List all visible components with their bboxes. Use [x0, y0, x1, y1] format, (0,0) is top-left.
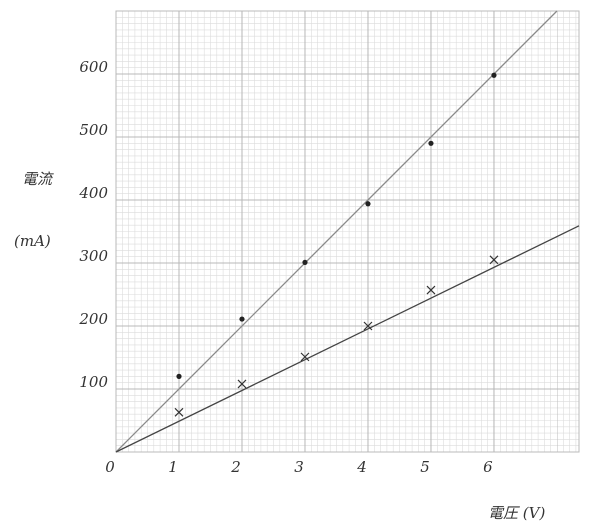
x-tick-label: 2 — [230, 458, 241, 476]
chart: 電流 (mA) 電圧 (V) 0 1 2 3 4 5 6 100 200 300 400 500 600 — [0, 0, 596, 532]
y-tick-label: 300 — [79, 247, 108, 265]
y-tick-label: 600 — [79, 58, 108, 76]
graph-paper — [116, 11, 579, 452]
y-tick-label: 200 — [78, 310, 108, 328]
x-tick-label: 5 — [420, 458, 430, 476]
y-tick-label: 500 — [79, 121, 108, 139]
x-tick-label: 0 — [105, 458, 115, 476]
y-tick-label: 100 — [79, 373, 108, 391]
data-point — [428, 141, 433, 146]
page: 電流 (mA) 電圧 (V) 0 1 2 3 4 5 6 100 200 300 400 500 600… — [0, 0, 596, 532]
y-axis-label: (mA) — [14, 232, 51, 250]
x-tick-label: 4 — [356, 458, 367, 476]
x-tick-label: 6 — [483, 458, 493, 476]
y-axis-label: 電流 — [22, 170, 54, 188]
data-point — [302, 260, 307, 265]
y-tick-label: 400 — [78, 184, 108, 202]
data-point — [491, 73, 496, 78]
data-point — [239, 316, 244, 321]
data-point — [176, 374, 181, 379]
x-tick-label: 1 — [168, 458, 178, 476]
x-tick-label: 3 — [294, 458, 304, 476]
data-point — [365, 201, 370, 206]
x-axis-label: 電圧 (V) — [488, 504, 545, 522]
